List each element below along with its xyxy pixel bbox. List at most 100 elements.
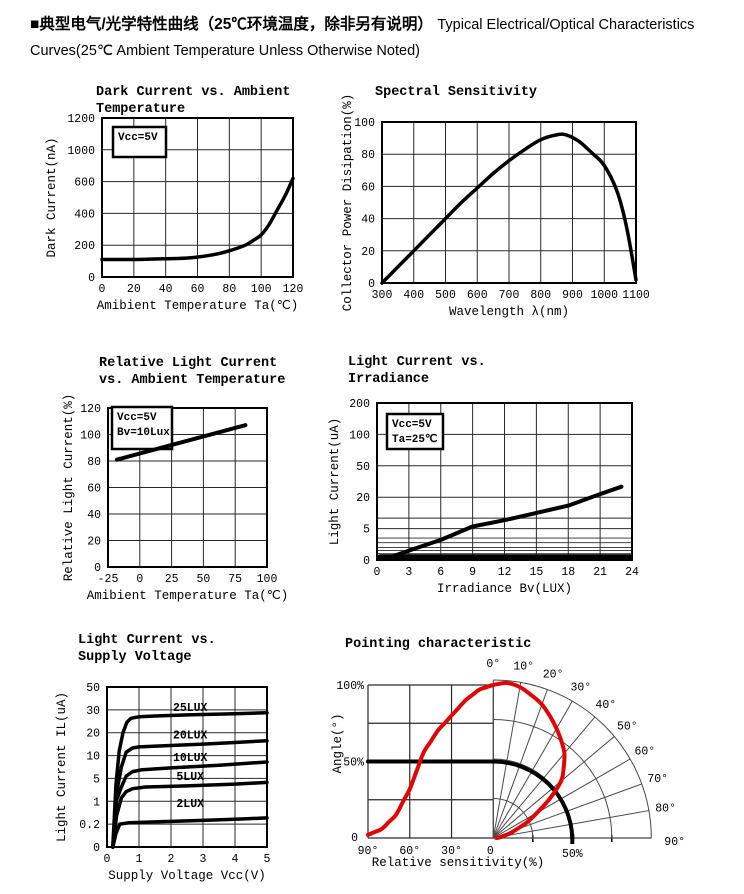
angle-label: 30° — [570, 681, 591, 694]
inset-box — [385, 412, 445, 451]
series-light-current — [385, 484, 624, 561]
x-axis-label: Wavelength λ(nm) — [449, 305, 569, 319]
x-tick-label: 90° — [358, 845, 379, 858]
series-relative-light-current — [114, 423, 248, 462]
y-tick-label: 600 — [74, 177, 95, 190]
x-tick-label: 40 — [159, 283, 173, 296]
x-tick-label: 100 — [257, 573, 278, 586]
page-header: ■典型电气/光学特性曲线（25℃环境温度，除非另有说明） Typical Ele… — [30, 12, 726, 65]
y-tick-label: 20 — [356, 492, 370, 505]
y-tick-label: 0 — [351, 832, 358, 845]
y-tick-label: 60 — [87, 483, 101, 496]
radius-ring-100 — [493, 679, 652, 839]
x-tick-label: 0 — [136, 573, 143, 586]
y-axis-label: Relative Light Current(%) — [62, 394, 76, 582]
angle-label: 90° — [664, 836, 685, 849]
x-tick-label: 0 — [104, 853, 111, 866]
y-tick-label: 50% — [343, 757, 364, 770]
sensitivity-lobe — [366, 680, 567, 840]
inset-condition-label: Ta=25℃ — [392, 433, 437, 446]
x-tick-label: 600 — [467, 289, 488, 302]
series-spectral-response — [380, 132, 638, 285]
inset-box — [111, 125, 168, 159]
x-tick-label: 500 — [435, 289, 456, 302]
y-tick-label: 0 — [88, 272, 95, 285]
inset-condition-label: Vcc=5V — [118, 132, 158, 144]
series-curve-25lux — [111, 711, 269, 849]
chart-light-current-vs-irradiance: 0 3 6 9 12 15 18 21 24 0 5 20 50 100 200 Irradiance Bv(… — [328, 355, 639, 596]
series-curve-10lux — [111, 760, 269, 849]
angle-label: 50° — [617, 721, 638, 734]
header-title-en: Typical Electrical/Optical Characteristi… — [30, 17, 695, 60]
plot-frame — [107, 407, 268, 568]
x-tick-label: 6 — [437, 566, 444, 579]
y-tick-label: 20 — [86, 728, 100, 741]
x-axis-label: Amibient Temperature Ta(℃) — [97, 299, 299, 313]
chart-title: Temperature — [96, 102, 185, 117]
y-tick-label: 60 — [361, 181, 375, 194]
series-label-2lux: 2LUX — [176, 798, 204, 811]
radius-ring-75 — [493, 719, 613, 839]
x-tick-label: 18 — [561, 566, 575, 579]
inset-condition-label: Vcc=5V — [392, 419, 432, 431]
inset-condition-label: Vcc=5V — [117, 412, 157, 424]
y-tick-label: 100% — [336, 680, 364, 693]
angle-label: 20° — [543, 669, 564, 682]
x-axis-label: Irradiance Bv(LUX) — [437, 582, 572, 596]
y-tick-label: 0 — [363, 555, 370, 568]
x-axis-label: Supply Voltage Vcc(V) — [108, 869, 266, 883]
y-tick-label: 0 — [368, 278, 375, 291]
x-axis-label: Relative sensitivity(%) — [372, 856, 545, 870]
chart-spectral-sensitivity: 300 400 500 600 700 800 900 1000 1100 0 20 40 60 80 10… — [341, 85, 650, 319]
chart-pointing-characteristic: 0° 10°20°30°40°50°60°70°80°90°100%50%090°… — [331, 637, 685, 870]
y-tick-label: 20 — [87, 536, 101, 549]
y-axis-label: Light Current IL(uA) — [55, 692, 69, 842]
reference-50pct-curve — [366, 759, 575, 840]
angle-label: 70° — [647, 773, 668, 786]
y-tick-label: 5 — [363, 524, 370, 537]
chart-title: Dark Current vs. Ambient — [96, 85, 290, 100]
y-tick-label: 120 — [80, 403, 101, 416]
chart-dark-current-vs-temp: 0 20 40 60 80 100 120020040060010001200Amibien… — [45, 85, 303, 313]
x-tick-label: 9 — [469, 566, 476, 579]
x-tick-label: 120 — [283, 283, 304, 296]
x-tick-label: 5 — [264, 853, 271, 866]
plot-frame — [381, 121, 637, 284]
x-tick-label: 0 — [99, 283, 106, 296]
y-tick-label: 200 — [349, 398, 370, 411]
series-label-20lux: 20LUX — [173, 729, 208, 742]
series-dark-current — [100, 176, 295, 262]
series-label-10lux: 10LUX — [173, 752, 208, 765]
y-axis-label: Angle(°) — [331, 713, 345, 773]
y-tick-label: 100 — [80, 430, 101, 443]
x-tick-label: 1100 — [622, 289, 650, 302]
x-tick-label: 12 — [498, 566, 512, 579]
y-tick-label: 100 — [349, 429, 370, 442]
y-tick-label: 40 — [87, 509, 101, 522]
x-tick-label: 2 — [168, 853, 175, 866]
x-axis-label: Amibient Temperature Ta(℃) — [87, 589, 289, 603]
x-tick-label: 21 — [593, 566, 607, 579]
y-tick-label: 1000 — [67, 145, 95, 158]
x-tick-label: 30° — [441, 845, 462, 858]
x-tick-label: 0 — [487, 845, 494, 858]
chart-title: vs. Ambient Temperature — [99, 373, 285, 388]
angle-label: 40° — [595, 699, 616, 712]
x-tick-label: 100 — [251, 283, 272, 296]
y-tick-label: 50 — [86, 682, 100, 695]
x-tick-label: 1 — [136, 853, 143, 866]
y-tick-label: 100 — [354, 117, 375, 130]
chart-title: Irradiance — [348, 372, 429, 387]
chart-title: Light Current vs. — [78, 633, 216, 648]
inset-box — [110, 405, 174, 451]
y-tick-label: 1 — [93, 796, 100, 809]
angle-label: 80° — [655, 803, 676, 816]
chart-title: Spectral Sensitivity — [375, 85, 537, 100]
series-curve-5lux — [111, 780, 269, 849]
x-tick-label: 400 — [403, 289, 424, 302]
inset-condition-label: Bv=10Lux — [117, 427, 170, 439]
x-tick-label: 700 — [499, 289, 520, 302]
x-tick-label: 1000 — [590, 289, 618, 302]
